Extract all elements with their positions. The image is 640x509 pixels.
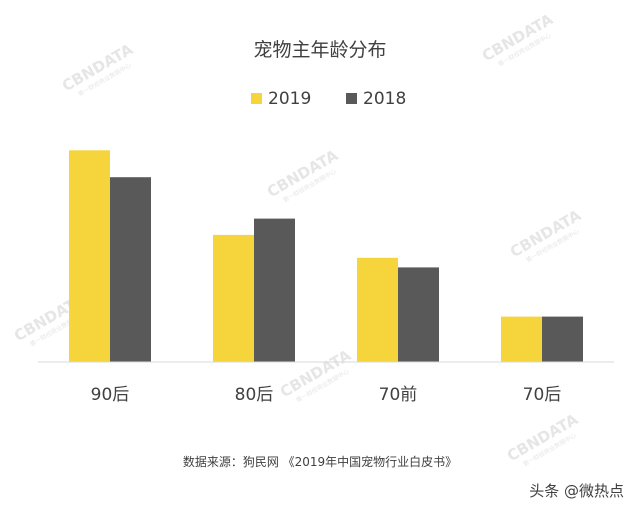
bars-group <box>69 150 583 362</box>
bar-2019-2 <box>357 257 398 362</box>
watermark: CBNDATA 第一财经商业数据中心 <box>264 146 341 204</box>
legend-label-2019: 2019 <box>268 89 311 109</box>
watermark: CBNDATA 第一财经商业数据中心 <box>479 10 556 68</box>
watermark: CBNDATA 第一财经商业数据中心 <box>507 206 584 264</box>
source-note: 数据来源：狗民网 《2019年中国宠物行业白皮书》 <box>183 454 457 469</box>
x-tick-label: 70前 <box>379 385 418 405</box>
bar-2019-0 <box>69 150 110 362</box>
watermark: CBNDATA 第一财经商业数据中心 <box>504 410 581 468</box>
legend-label-2018: 2018 <box>363 89 406 109</box>
bar-2018-3 <box>542 316 583 362</box>
x-axis-labels: 90后 80后 70前 70后 <box>91 385 562 405</box>
footer-credit: 头条 @微热点 <box>529 482 624 500</box>
bar-2019-1 <box>213 234 254 362</box>
x-tick-label: 80后 <box>235 385 274 405</box>
legend-swatch-2019 <box>251 93 262 104</box>
bar-2018-1 <box>254 218 295 362</box>
chart-title: 宠物主年龄分布 <box>253 39 386 61</box>
bar-2019-3 <box>501 316 542 362</box>
bar-2018-2 <box>398 267 439 362</box>
legend-swatch-2018 <box>346 93 357 104</box>
x-tick-label: 90后 <box>91 385 130 405</box>
bar-2018-0 <box>110 177 151 362</box>
legend: 2019 2018 <box>251 89 406 109</box>
watermark: CBNDATA 第一财经商业数据中心 <box>59 40 136 98</box>
x-tick-label: 70后 <box>523 385 562 405</box>
